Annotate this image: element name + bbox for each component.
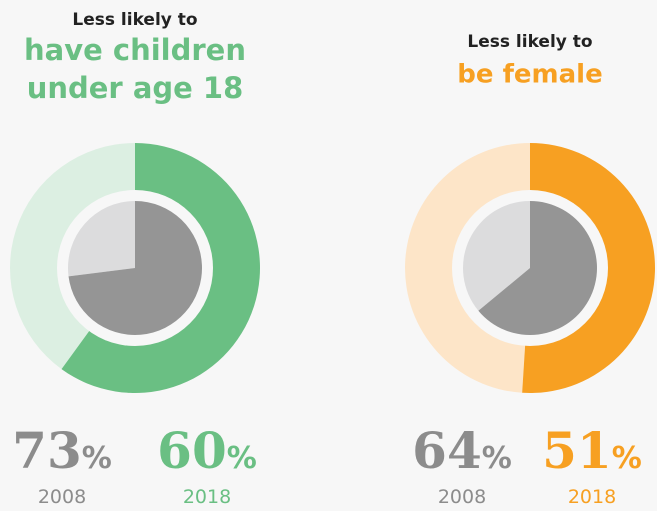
pie-rest (68, 201, 135, 277)
pie-rest (463, 201, 530, 311)
year-label: 2008 (38, 486, 86, 508)
panel-subtitle: have children (24, 33, 246, 67)
panel-title: Less likely to (72, 10, 197, 30)
year-label: 2008 (438, 486, 486, 508)
value-label: 60% (157, 421, 257, 480)
year-label: 2018 (183, 486, 231, 508)
panel-subtitle: be female (457, 60, 602, 90)
panel-title: Less likely to (467, 32, 592, 52)
value-label: 64% (412, 421, 512, 480)
panel-subtitle: under age 18 (27, 71, 244, 105)
value-label: 73% (12, 421, 112, 480)
pie-slice (478, 201, 597, 335)
year-label: 2018 (568, 486, 616, 508)
value-label: 51% (542, 421, 642, 480)
pie-slice (68, 201, 202, 335)
